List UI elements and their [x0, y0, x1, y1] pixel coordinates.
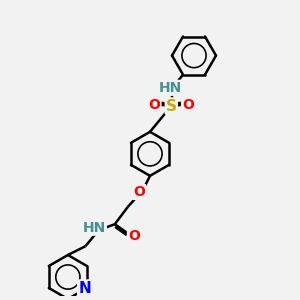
Text: O: O: [128, 229, 140, 243]
Text: N: N: [78, 280, 91, 296]
Text: HN: HN: [159, 81, 182, 95]
Text: O: O: [182, 98, 194, 112]
Text: HN: HN: [82, 221, 106, 235]
Text: O: O: [148, 98, 160, 112]
Text: O: O: [133, 185, 145, 199]
Text: S: S: [166, 98, 177, 113]
